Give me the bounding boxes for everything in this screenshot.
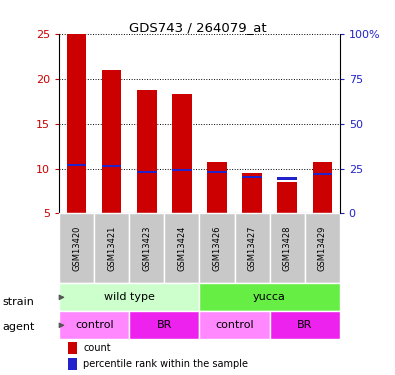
Text: strain: strain: [2, 297, 34, 307]
Bar: [172, 94, 192, 213]
Text: GSM13424: GSM13424: [177, 226, 186, 271]
Bar: [243, 173, 262, 213]
Text: GSM13426: GSM13426: [213, 226, 222, 271]
Bar: [199, 311, 269, 339]
Text: BR: BR: [297, 320, 312, 330]
Bar: [207, 171, 227, 173]
Text: GSM13427: GSM13427: [248, 226, 257, 271]
Text: percentile rank within the sample: percentile rank within the sample: [83, 359, 248, 369]
Text: control: control: [75, 320, 114, 330]
Bar: [68, 342, 77, 354]
Text: yucca: yucca: [253, 292, 286, 302]
Bar: [269, 213, 305, 284]
Text: count: count: [83, 343, 111, 353]
Bar: [102, 70, 122, 213]
Bar: [243, 176, 262, 178]
Bar: [130, 311, 199, 339]
Bar: [305, 213, 340, 284]
Text: GSM13423: GSM13423: [142, 226, 151, 271]
Bar: [199, 284, 340, 311]
Bar: [277, 177, 297, 180]
Bar: [164, 213, 199, 284]
Bar: [312, 173, 332, 175]
Bar: [137, 90, 156, 213]
Bar: [67, 164, 87, 166]
Text: wild type: wild type: [104, 292, 155, 302]
Text: GDS743 / 264079_at: GDS743 / 264079_at: [129, 21, 266, 34]
Bar: [312, 162, 332, 213]
Text: BR: BR: [157, 320, 172, 330]
Text: GSM13429: GSM13429: [318, 226, 327, 271]
Bar: [59, 213, 94, 284]
Text: GSM13420: GSM13420: [72, 226, 81, 271]
Text: GSM13421: GSM13421: [107, 226, 117, 271]
Text: agent: agent: [2, 322, 34, 332]
Bar: [277, 182, 297, 213]
Bar: [94, 213, 130, 284]
Bar: [269, 311, 340, 339]
Bar: [235, 213, 269, 284]
Bar: [102, 165, 122, 167]
Text: control: control: [215, 320, 254, 330]
Bar: [68, 358, 77, 370]
Bar: [130, 213, 164, 284]
Bar: [137, 171, 156, 173]
Bar: [59, 284, 199, 311]
Bar: [207, 162, 227, 213]
Bar: [172, 169, 192, 171]
Text: GSM13428: GSM13428: [282, 226, 292, 271]
Bar: [199, 213, 235, 284]
Bar: [67, 34, 87, 213]
Bar: [59, 311, 130, 339]
